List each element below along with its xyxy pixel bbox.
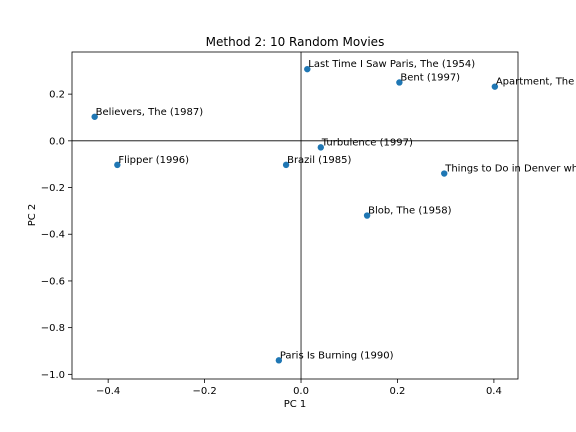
data-point-label: Turbulence (1997) xyxy=(321,137,413,148)
x-tick-label: −0.4 xyxy=(96,386,120,397)
x-axis-ticks: −0.4 −0.2 0.0 0.2 0.4 xyxy=(96,379,502,397)
data-point-label: Flipper (1996) xyxy=(118,155,189,166)
y-tick-label: −0.6 xyxy=(41,276,65,287)
data-point xyxy=(304,65,311,73)
point-labels: Last Time I Saw Paris, The (1954) Bent (1… xyxy=(96,59,576,361)
y-axis-title: PC 2 xyxy=(27,204,38,227)
data-point-label: Paris Is Burning (1990) xyxy=(280,350,394,361)
x-tick-label: 0.2 xyxy=(390,386,406,397)
data-point xyxy=(282,161,290,169)
data-point-label: Blob, The (1958) xyxy=(368,206,452,217)
data-point-label: Believers, The (1987) xyxy=(96,107,204,118)
plot-background xyxy=(72,52,518,379)
data-point-label: Last Time I Saw Paris, The (1954) xyxy=(308,59,475,70)
data-point-label: Brazil (1985) xyxy=(287,155,351,166)
x-axis-title: PC 1 xyxy=(284,399,307,410)
y-tick-label: −0.8 xyxy=(41,323,65,334)
data-point-label: Apartment, The xyxy=(496,77,574,88)
y-tick-label: 0.2 xyxy=(49,90,65,101)
x-tick-label: −0.2 xyxy=(192,386,216,397)
data-points xyxy=(91,65,499,364)
data-point xyxy=(317,144,324,151)
chart-title: Method 2: 10 Random Movies xyxy=(206,35,385,49)
data-point xyxy=(396,79,403,86)
data-point xyxy=(114,161,121,169)
plot-frame xyxy=(71,51,519,380)
data-point xyxy=(441,170,448,177)
data-point-label: Things to Do in Denver wh xyxy=(444,164,576,175)
y-tick-label: 0.0 xyxy=(49,136,65,147)
reference-lines xyxy=(72,52,518,379)
y-tick-label: −1.0 xyxy=(41,370,65,381)
data-point xyxy=(491,83,499,90)
y-tick-label: −0.4 xyxy=(41,230,65,241)
data-point xyxy=(275,357,283,364)
x-tick-label: 0.0 xyxy=(293,386,309,397)
y-axis-ticks: −1.0 −0.8 −0.6 −0.4 −0.2 0.0 0.2 xyxy=(41,90,72,381)
x-tick-label: 0.4 xyxy=(486,386,502,397)
data-point xyxy=(91,113,98,120)
y-tick-label: −0.2 xyxy=(41,183,65,194)
data-point xyxy=(363,212,371,219)
data-point-label: Bent (1997) xyxy=(400,72,460,83)
